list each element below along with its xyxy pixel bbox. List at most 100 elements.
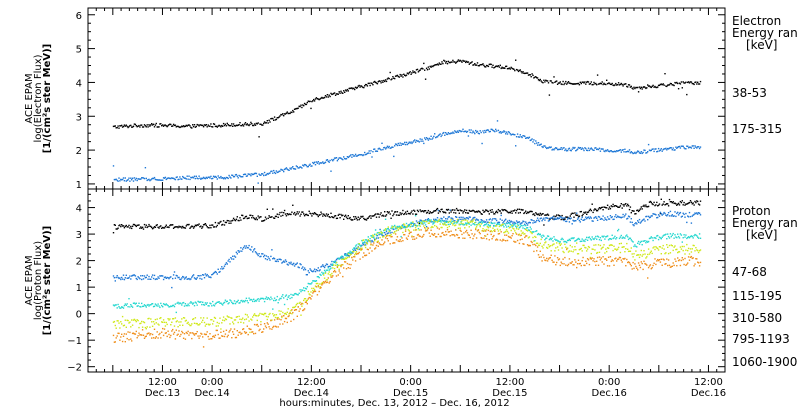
data-point bbox=[633, 253, 635, 255]
data-point bbox=[462, 223, 464, 225]
data-point bbox=[553, 261, 555, 263]
data-point bbox=[462, 216, 464, 219]
data-point bbox=[253, 323, 256, 326]
data-point bbox=[446, 63, 449, 65]
data-point bbox=[118, 127, 120, 129]
data-point bbox=[117, 180, 119, 182]
data-point bbox=[311, 270, 313, 272]
data-point bbox=[679, 246, 682, 248]
data-point bbox=[174, 226, 177, 228]
data-point bbox=[432, 137, 434, 139]
data-point bbox=[132, 319, 135, 321]
data-point bbox=[515, 225, 517, 227]
data-point bbox=[540, 238, 542, 241]
data-point bbox=[269, 216, 271, 218]
data-point bbox=[694, 250, 696, 252]
data-point bbox=[329, 273, 331, 276]
data-point bbox=[510, 66, 512, 69]
data-point bbox=[253, 333, 255, 335]
data-point bbox=[360, 85, 362, 87]
data-point bbox=[246, 247, 248, 249]
data-point bbox=[495, 225, 498, 227]
data-point bbox=[427, 209, 430, 212]
data-point bbox=[515, 233, 518, 235]
data-point bbox=[557, 218, 560, 220]
data-point bbox=[600, 83, 602, 85]
data-point bbox=[630, 239, 632, 241]
data-point bbox=[218, 176, 220, 179]
data-point bbox=[480, 221, 482, 223]
data-point bbox=[208, 125, 210, 127]
data-point bbox=[678, 251, 681, 253]
data-point bbox=[499, 239, 501, 241]
data-point bbox=[226, 177, 228, 179]
data-point bbox=[149, 125, 151, 127]
data-point bbox=[664, 148, 666, 150]
data-point bbox=[505, 65, 508, 67]
data-point bbox=[308, 293, 310, 295]
data-point bbox=[182, 276, 185, 278]
data-point bbox=[229, 220, 231, 222]
data-point bbox=[360, 215, 362, 218]
data-point bbox=[565, 241, 567, 243]
data-point bbox=[224, 178, 227, 180]
data-point bbox=[236, 216, 238, 218]
data-point bbox=[131, 126, 133, 128]
data-point bbox=[597, 236, 600, 238]
data-point bbox=[284, 295, 287, 297]
data-point bbox=[288, 315, 290, 317]
data-point bbox=[558, 215, 561, 217]
data-point bbox=[186, 278, 188, 280]
data-point bbox=[479, 211, 481, 213]
data-point bbox=[354, 247, 356, 249]
data-point bbox=[163, 328, 166, 330]
data-point bbox=[168, 226, 170, 229]
data-point bbox=[393, 242, 395, 244]
data-point bbox=[124, 125, 126, 127]
data-point bbox=[116, 127, 118, 129]
data-point bbox=[232, 219, 234, 222]
data-point bbox=[575, 214, 577, 216]
data-point bbox=[120, 178, 122, 181]
data-point bbox=[606, 79, 608, 81]
data-point bbox=[354, 256, 356, 258]
data-point bbox=[596, 148, 598, 151]
data-point bbox=[411, 210, 413, 212]
data-point bbox=[681, 145, 683, 147]
data-point bbox=[630, 85, 632, 88]
data-point bbox=[289, 263, 291, 265]
data-point bbox=[428, 137, 430, 140]
data-point bbox=[386, 238, 389, 240]
data-point bbox=[170, 276, 172, 278]
data-point bbox=[561, 237, 563, 240]
data-point bbox=[557, 249, 560, 251]
data-point bbox=[157, 226, 159, 228]
data-point bbox=[633, 86, 635, 88]
data-point bbox=[128, 125, 130, 128]
data-point bbox=[116, 179, 118, 182]
data-point bbox=[270, 319, 272, 322]
data-point bbox=[646, 256, 648, 258]
data-point bbox=[255, 172, 258, 175]
data-point bbox=[552, 240, 554, 242]
data-point bbox=[681, 241, 683, 243]
data-point bbox=[186, 125, 188, 127]
data-point bbox=[323, 265, 325, 268]
data-point bbox=[614, 258, 616, 260]
data-point bbox=[138, 124, 140, 127]
data-point bbox=[314, 164, 317, 166]
data-point bbox=[239, 175, 241, 177]
data-point bbox=[244, 313, 247, 316]
data-point bbox=[583, 149, 585, 152]
data-point bbox=[581, 215, 583, 217]
data-point bbox=[194, 126, 197, 128]
data-point bbox=[285, 294, 288, 296]
data-point bbox=[523, 72, 525, 74]
data-point bbox=[544, 259, 546, 261]
data-point bbox=[136, 305, 138, 307]
data-point bbox=[264, 325, 267, 327]
data-point bbox=[580, 82, 582, 85]
data-point bbox=[520, 208, 522, 211]
data-point bbox=[587, 259, 590, 261]
data-point bbox=[691, 145, 693, 147]
